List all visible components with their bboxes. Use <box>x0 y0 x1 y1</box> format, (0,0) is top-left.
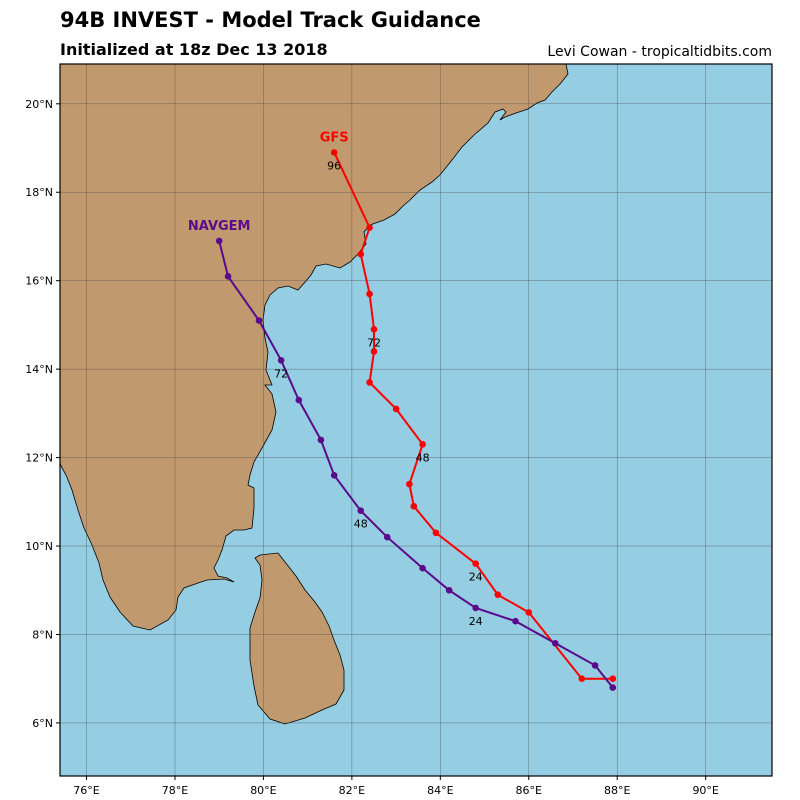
lat-tick-label: 14°N <box>25 363 53 376</box>
track-point <box>419 564 426 572</box>
forecast-hour-label: 48 <box>416 451 430 464</box>
track-point <box>255 317 263 324</box>
track-point <box>406 480 413 488</box>
track-point <box>330 471 338 479</box>
track-point <box>472 604 480 612</box>
track-line <box>218 240 614 689</box>
forecast-hour-label: 72 <box>274 367 288 380</box>
lat-tick-label: 16°N <box>25 275 53 288</box>
graticule <box>60 64 772 776</box>
track-point <box>317 436 325 444</box>
sri-lanka-landmass <box>249 552 345 725</box>
lon-tick-label: 80°E <box>250 784 276 797</box>
lon-tick-label: 86°E <box>516 784 542 797</box>
lat-tick-label: 8°N <box>32 628 53 641</box>
track-point <box>445 586 453 594</box>
lat-tick-label: 6°N <box>32 717 53 730</box>
track-point <box>366 224 373 231</box>
track-point <box>215 237 223 245</box>
track-point <box>330 149 338 156</box>
lon-tick-label: 84°E <box>427 784 453 797</box>
lat-tick-label: 18°N <box>25 186 53 199</box>
model-tracks: 24 48 72 96 GFS 24 48 72 NAVGEM <box>188 130 617 691</box>
map-subtitle: Initialized at 18z Dec 13 2018 <box>60 40 328 59</box>
map-frame <box>59 63 773 777</box>
track-navgem: 24 48 72 NAVGEM <box>188 219 617 691</box>
track-point <box>366 379 373 386</box>
lat-tick-label: 12°N <box>25 452 53 465</box>
lat-tick-label: 10°N <box>25 540 53 553</box>
track-point <box>578 675 586 683</box>
track-point <box>357 507 365 514</box>
forecast-hour-label: 72 <box>367 336 381 349</box>
track-point <box>295 396 303 404</box>
track-point <box>366 290 373 298</box>
track-point <box>472 560 480 568</box>
axis-ticks: 76°E 78°E 80°E 82°E 84°E 86°E 88°E 90°E 6°N 8°N 10… <box>25 98 719 797</box>
lon-tick-label: 78°E <box>162 784 188 797</box>
track-point <box>370 348 378 355</box>
lon-tick-label: 90°E <box>692 784 718 797</box>
track-point <box>591 662 599 669</box>
track-point <box>370 326 378 333</box>
india-landmass <box>60 64 569 631</box>
track-point <box>277 356 285 364</box>
forecast-hour-label: 96 <box>327 159 341 172</box>
model-name-label: GFS <box>320 130 349 145</box>
lon-tick-label: 88°E <box>604 784 630 797</box>
map-credit: Levi Cowan - tropicaltidbits.com <box>547 44 772 60</box>
forecast-hour-label: 48 <box>354 518 368 531</box>
track-point <box>525 609 533 616</box>
track-point <box>552 640 559 647</box>
track-point <box>512 617 519 625</box>
track-point <box>357 250 365 258</box>
track-point <box>410 502 418 510</box>
map-title: 94B INVEST - Model Track Guidance <box>60 8 481 32</box>
model-name-label: NAVGEM <box>188 219 251 234</box>
forecast-hour-label: 24 <box>469 571 483 584</box>
track-point <box>383 533 391 541</box>
track-point <box>432 529 440 537</box>
track-point <box>494 591 502 598</box>
track-point <box>609 684 617 691</box>
track-point <box>419 441 426 448</box>
lat-tick-label: 20°N <box>25 98 53 111</box>
forecast-hour-label: 24 <box>469 615 483 628</box>
track-point <box>224 272 232 280</box>
lon-tick-label: 76°E <box>73 784 99 797</box>
track-point <box>609 675 617 683</box>
track-point <box>392 405 400 413</box>
lon-tick-label: 82°E <box>339 784 365 797</box>
track-gfs: 24 48 72 96 GFS <box>320 130 617 683</box>
